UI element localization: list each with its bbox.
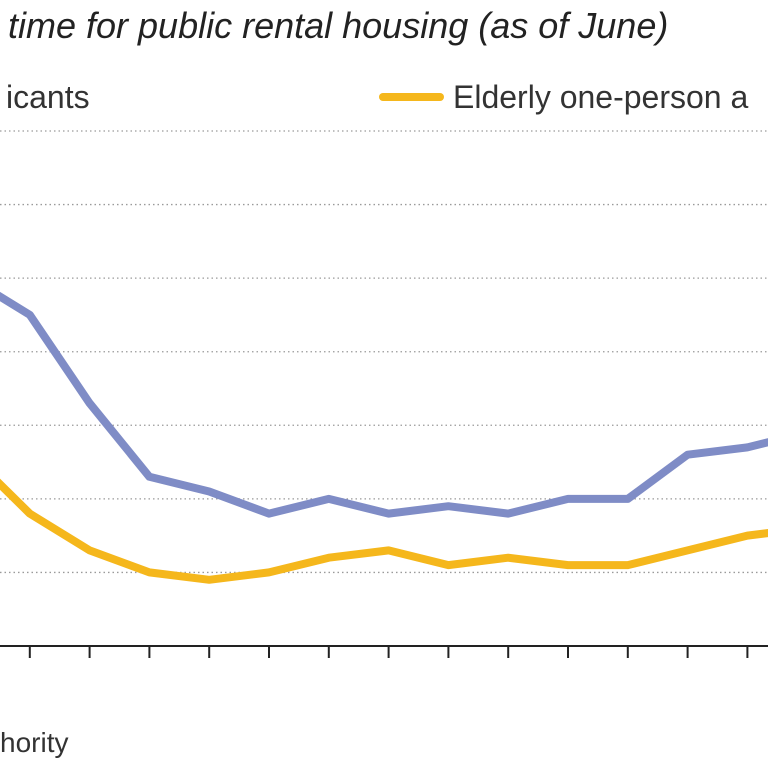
series-line-2: [0, 478, 768, 584]
chart-title: time for public rental housing (as of Ju…: [8, 5, 668, 46]
x-axis: [0, 645, 768, 658]
source-note: hority: [0, 727, 68, 758]
legend-label-series-2: Elderly one-person a: [453, 79, 748, 115]
legend-label-series-1: icants: [6, 79, 90, 115]
series-lines: [0, 291, 768, 584]
gridlines: [0, 130, 768, 574]
series-line-1: [0, 291, 768, 518]
